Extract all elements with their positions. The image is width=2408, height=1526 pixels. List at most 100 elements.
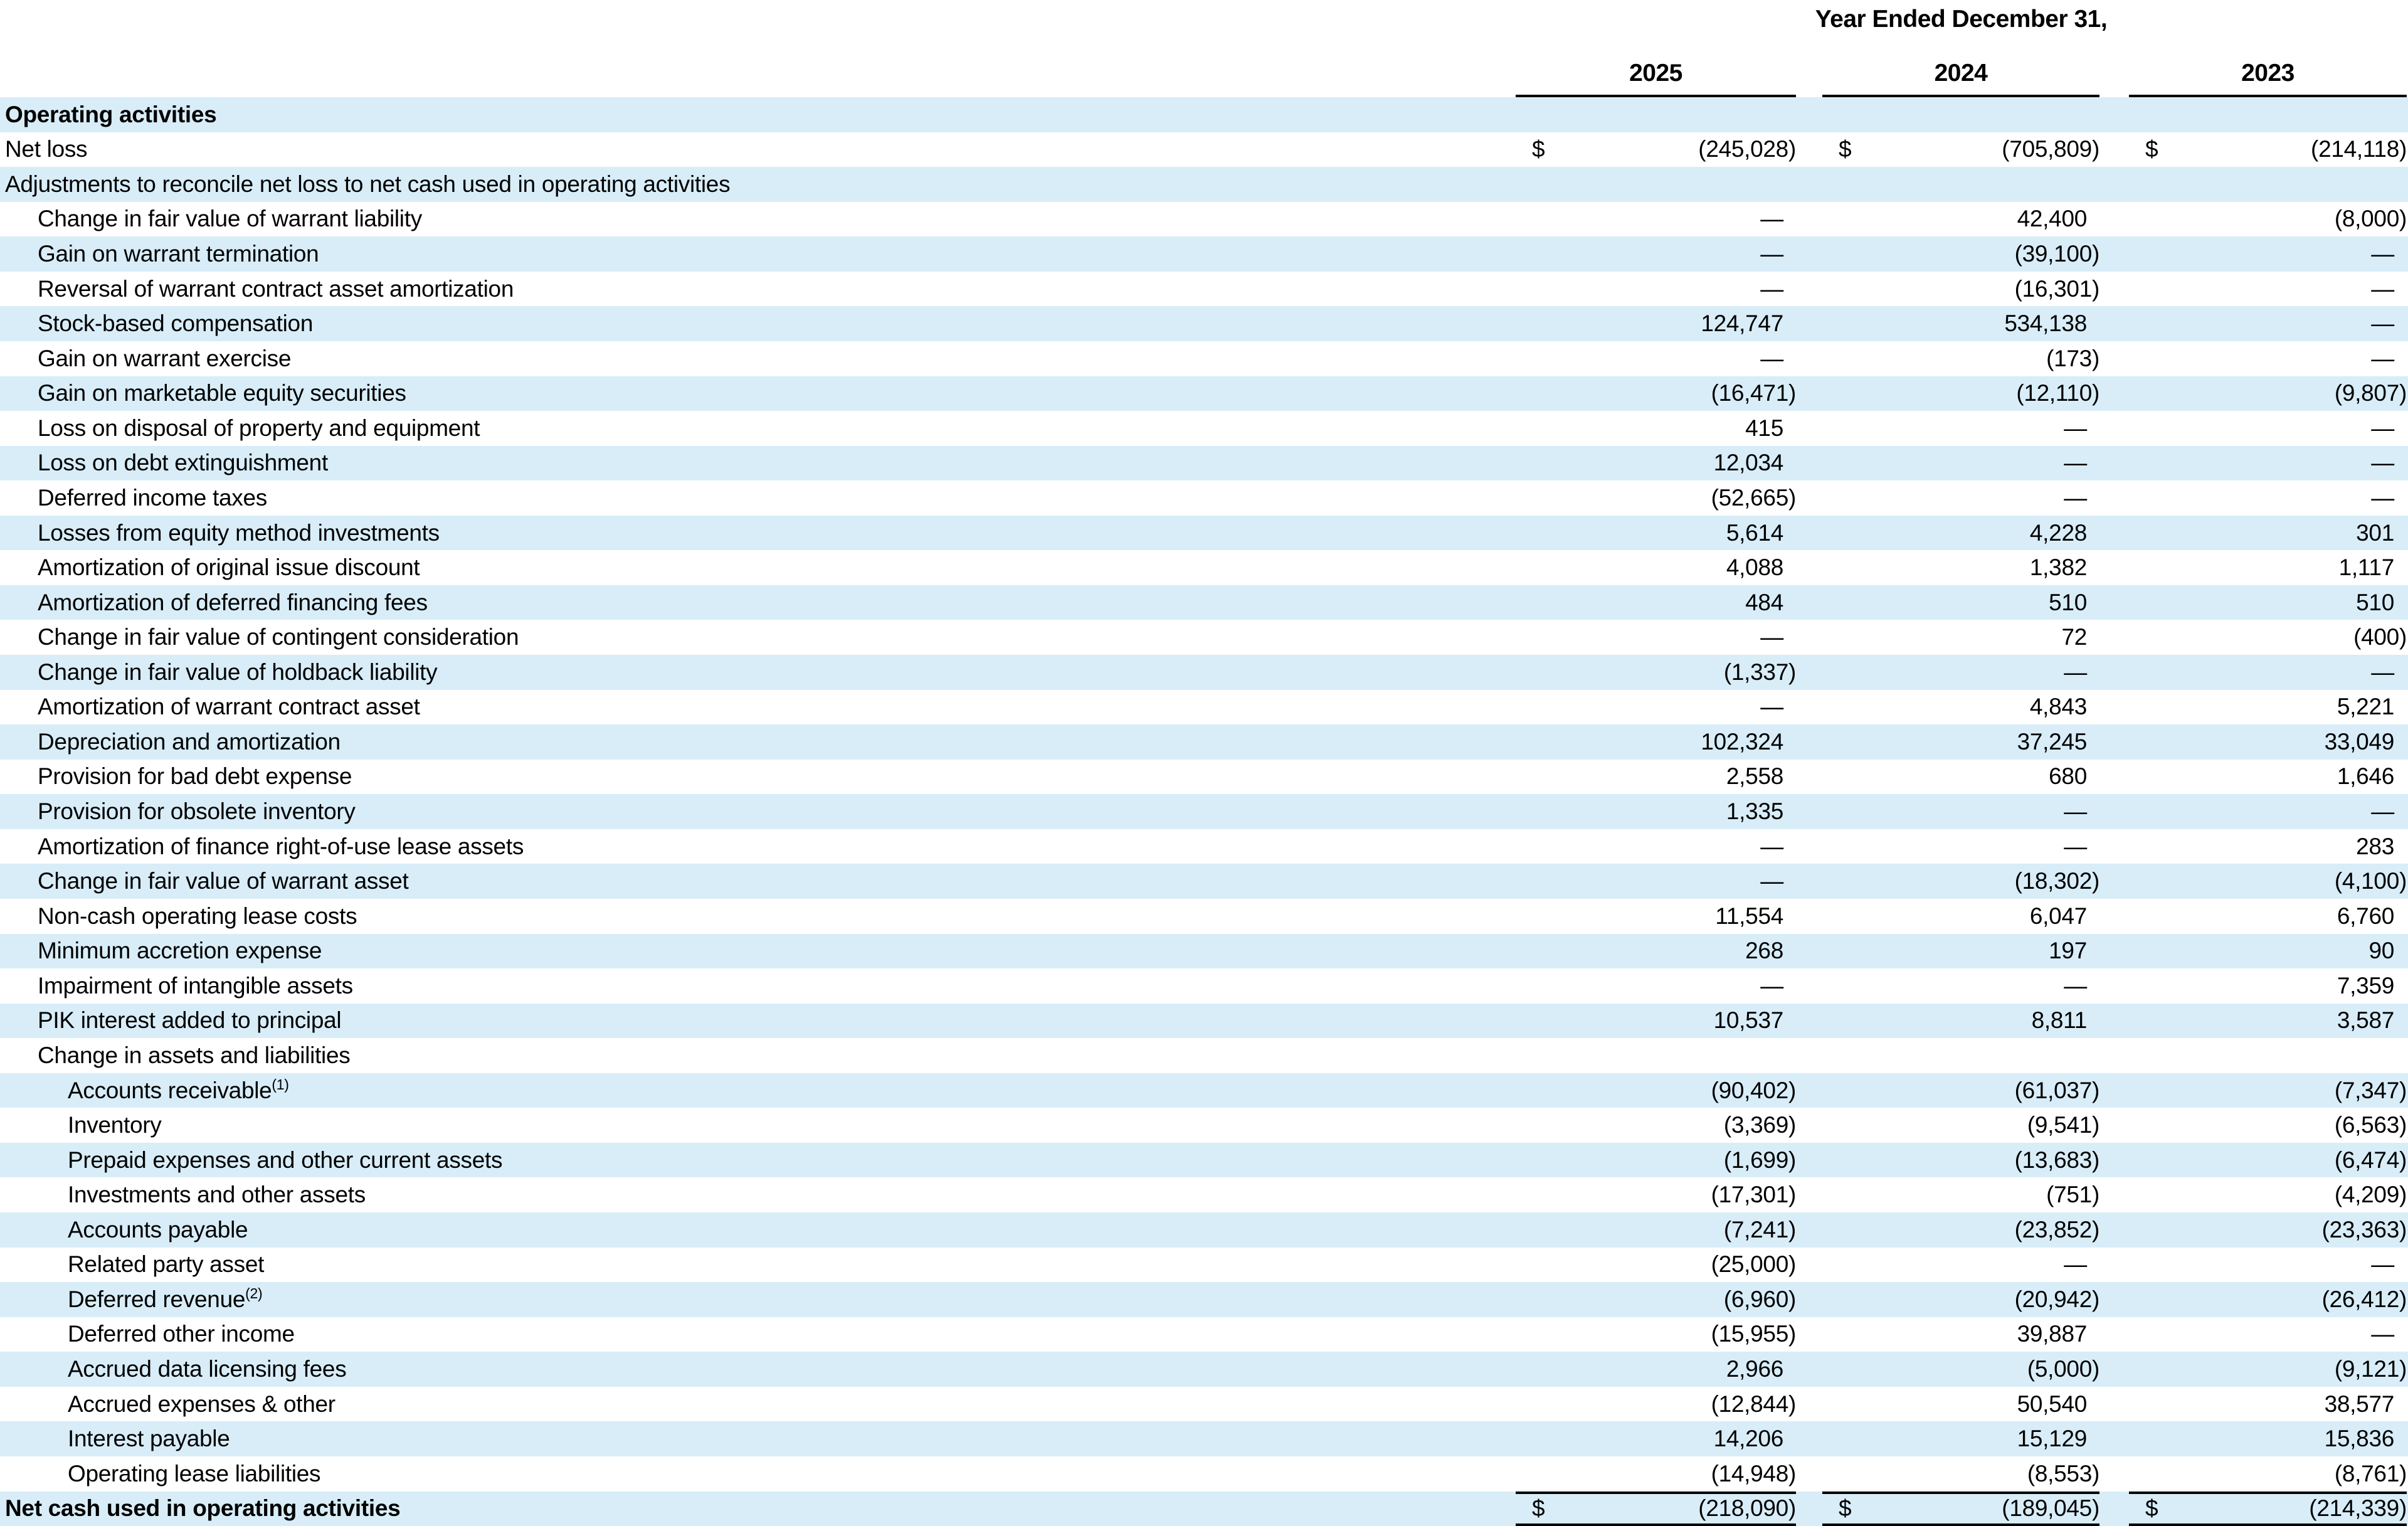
table-body: Operating activities Net loss $ (245,028)… — [0, 97, 2408, 1526]
cell-value: — — [2371, 798, 2394, 825]
table-row: PIK interest added to principal 10,537 8… — [0, 1003, 2408, 1039]
cell-value: 15,836 — [2324, 1426, 2395, 1452]
cell-value: 37,245 — [2017, 728, 2088, 755]
table-row: Amortization of warrant contract asset —… — [0, 690, 2408, 725]
value-cell-2023: 7,359 — [2129, 973, 2407, 999]
table-row: Deferred other income (15,955) 39,887 — — [0, 1317, 2408, 1352]
table-row: Accounts receivable(1) (90,402) (61,037)… — [0, 1073, 2408, 1108]
row-label: Accounts payable — [0, 1217, 1516, 1243]
table-row: Gain on warrant termination — (39,100) — — [0, 236, 2408, 272]
footnote-marker: (1) — [272, 1077, 289, 1093]
cell-value: (90,402) — [1711, 1077, 1797, 1103]
cell-value: 301 — [2356, 519, 2394, 546]
cell-value: (8,000) — [2334, 206, 2407, 232]
value-cell-2024: 8,811 — [1822, 1007, 2099, 1034]
cell-value: (20,942) — [2014, 1286, 2100, 1312]
row-label-text: Gain on marketable equity securities — [38, 380, 406, 406]
value-cell-2025: (16,471) — [1516, 380, 1797, 406]
cell-value: 38,577 — [2324, 1391, 2395, 1417]
value-cell-2023: — — [2129, 415, 2407, 442]
cell-value: (17,301) — [1711, 1182, 1797, 1208]
value-cell-2025: (17,301) — [1516, 1182, 1797, 1208]
cell-value: (5,000) — [2027, 1356, 2099, 1382]
value-cell-2023: 510 — [2129, 590, 2407, 616]
header-label-spacer — [0, 39, 1516, 97]
value-cell-2023: 1,117 — [2129, 554, 2407, 581]
value-cell-2025: 2,966 — [1516, 1356, 1796, 1382]
row-label-text: Provision for obsolete inventory — [38, 798, 356, 825]
value-cell-2025: (15,955) — [1516, 1321, 1797, 1347]
cell-value: — — [2371, 659, 2394, 685]
value-cell-2024: 1,382 — [1822, 554, 2099, 581]
cell-value: (189,045) — [2002, 1495, 2099, 1522]
cell-value: (25,000) — [1711, 1251, 1797, 1278]
value-cell-2025: — — [1516, 276, 1796, 302]
row-label-text: Loss on debt extinguishment — [38, 450, 328, 476]
cell-value: (12,844) — [1711, 1391, 1797, 1417]
row-label: Accrued data licensing fees — [0, 1356, 1516, 1382]
value-cell-2023: 6,760 — [2129, 903, 2407, 930]
cell-value: 11,554 — [1715, 903, 1783, 929]
row-label: Adjustments to reconcile net loss to net… — [0, 171, 1516, 198]
value-cell-2025: — — [1516, 973, 1796, 999]
table-header-period-row: Year Ended December 31, — [0, 0, 2408, 39]
cell-value: — — [1760, 972, 1783, 999]
cell-value: — — [2064, 484, 2087, 511]
value-cell-2024: — — [1822, 450, 2099, 476]
cell-value: — — [2064, 798, 2087, 825]
cell-value: (7,241) — [1723, 1216, 1796, 1243]
cell-value: — — [2064, 1251, 2087, 1278]
cell-value: 102,324 — [1701, 728, 1783, 755]
cell-value: (4,209) — [2334, 1182, 2407, 1208]
row-label: Net cash used in operating activities — [0, 1495, 1516, 1522]
row-label: Amortization of finance right-of-use lea… — [0, 834, 1516, 860]
cell-value: — — [2371, 310, 2394, 337]
value-cell-2024: — — [1822, 798, 2099, 825]
table-row: Inventory (3,369) (9,541) (6,563) — [0, 1108, 2408, 1143]
row-label-text: Amortization of finance right-of-use lea… — [38, 833, 524, 859]
table-row: Non-cash operating lease costs 11,554 6,… — [0, 899, 2408, 934]
cell-value: 197 — [2049, 938, 2087, 964]
row-label: Amortization of original issue discount — [0, 554, 1516, 581]
value-cell-2024: 197 — [1822, 938, 2099, 964]
cell-value: (16,471) — [1711, 380, 1797, 406]
cell-value: 268 — [1745, 938, 1783, 964]
cell-value: (705,809) — [2002, 136, 2099, 162]
table-row: Deferred revenue(2) (6,960) (20,942) (26… — [0, 1282, 2408, 1317]
row-label: Amortization of deferred financing fees — [0, 590, 1516, 616]
value-cell-2023: (7,347) — [2129, 1078, 2407, 1104]
value-cell-2023: 33,049 — [2129, 729, 2407, 755]
currency-symbol: $ — [1839, 1495, 1852, 1522]
row-label: Accrued expenses & other — [0, 1391, 1516, 1417]
cell-value: (8,761) — [2334, 1460, 2407, 1486]
cell-value: 2,966 — [1726, 1356, 1783, 1382]
value-cell-2024: 510 — [1822, 590, 2099, 616]
value-cell-2023: — — [2129, 1251, 2407, 1278]
table-row: Reversal of warrant contract asset amort… — [0, 272, 2408, 307]
cell-value: — — [2371, 345, 2394, 371]
cell-value: 42,400 — [2017, 206, 2088, 232]
cell-value: (6,563) — [2334, 1112, 2407, 1138]
value-cell-2023: — — [2129, 310, 2407, 337]
cell-value: (23,852) — [2014, 1216, 2100, 1243]
value-cell-2025: — — [1516, 346, 1796, 372]
row-label: Impairment of intangible assets — [0, 973, 1516, 999]
value-cell-2023: — — [2129, 1321, 2407, 1347]
cell-value: — — [2371, 275, 2394, 302]
cell-value: 7,359 — [2337, 972, 2394, 999]
cell-value: 72 — [2061, 624, 2087, 650]
row-label-text: Interest payable — [68, 1426, 230, 1452]
value-cell-2024: — — [1822, 834, 2099, 860]
value-cell-2024: 72 — [1822, 624, 2099, 650]
value-cell-2023: — — [2129, 798, 2407, 825]
cell-value: (16,301) — [2014, 275, 2100, 302]
row-label-text: Provision for bad debt expense — [38, 763, 352, 790]
value-cell-2024: 680 — [1822, 763, 2099, 790]
cell-value: — — [2371, 1251, 2394, 1278]
table-row: Operating activities — [0, 97, 2408, 132]
cell-value: (15,955) — [1711, 1321, 1797, 1347]
column-gap — [2099, 39, 2129, 97]
year-column-header-2025: 2025 — [1516, 39, 1796, 97]
value-cell-2025: (14,948) — [1516, 1461, 1797, 1487]
